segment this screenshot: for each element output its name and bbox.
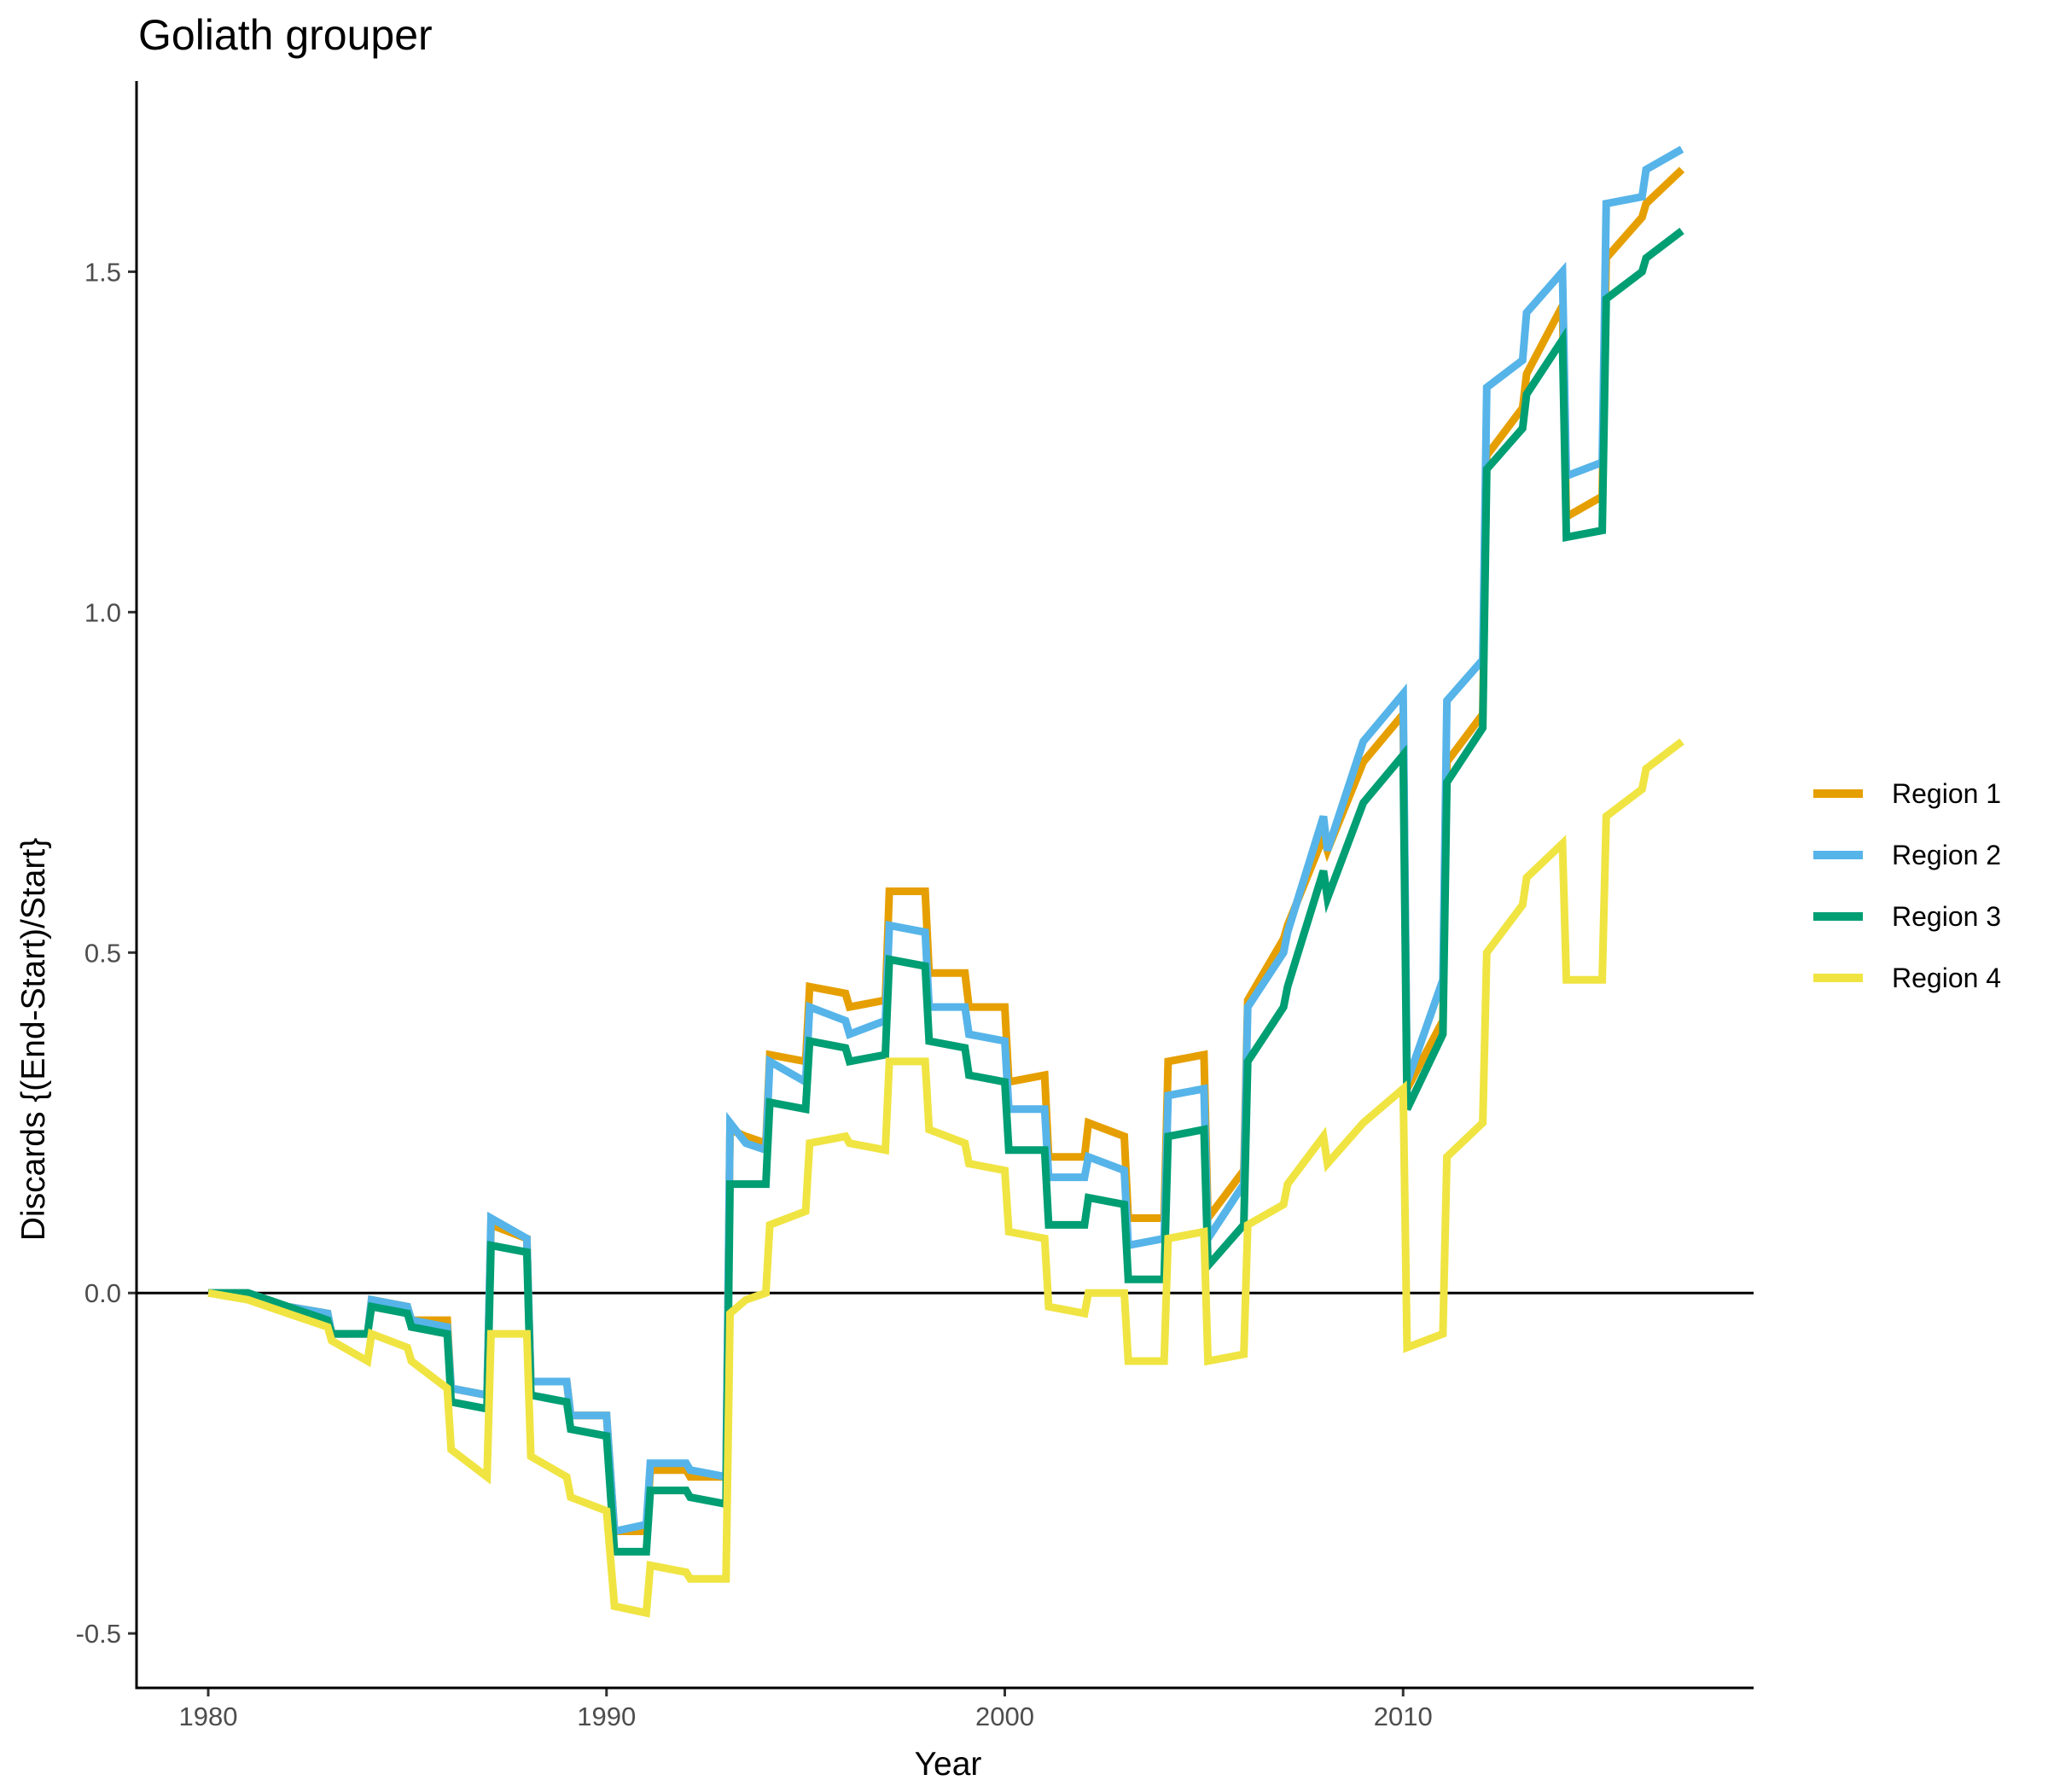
series-line-region-2 (208, 145, 1684, 1536)
x-tick-label: 1990 (577, 1702, 636, 1731)
y-tick-label: 1.0 (84, 597, 121, 627)
y-tick-label: 1.5 (84, 257, 121, 287)
legend-label-region-2: Region 2 (1892, 840, 2001, 870)
y-tick-label: 0.0 (84, 1278, 121, 1308)
y-axis-title: Discards {(End-Start)/Start} (15, 838, 52, 1242)
x-tick-label: 2010 (1374, 1702, 1433, 1731)
series-line-region-3 (208, 227, 1684, 1556)
x-tick-label: 1980 (179, 1702, 238, 1731)
y-tick-label: -0.5 (76, 1619, 121, 1649)
y-tick-label: 0.5 (84, 938, 121, 968)
legend-label-region-4: Region 4 (1892, 963, 2001, 993)
x-axis-title: Year (915, 1746, 982, 1783)
legend: Region 1 Region 2 Region 3 Region 4 (1813, 778, 2001, 993)
x-axis-ticks: 1980 1990 2000 2010 (179, 1688, 1433, 1731)
chart-title: Goliath grouper (138, 11, 433, 59)
legend-label-region-1: Region 1 (1892, 778, 2001, 809)
x-tick-label: 2000 (975, 1702, 1034, 1731)
legend-label-region-3: Region 3 (1892, 901, 2001, 932)
y-axis-ticks: -0.5 0.0 0.5 1.0 1.5 (76, 257, 137, 1649)
series-line-region-4 (207, 738, 1684, 1618)
series-lines (207, 145, 1685, 1618)
